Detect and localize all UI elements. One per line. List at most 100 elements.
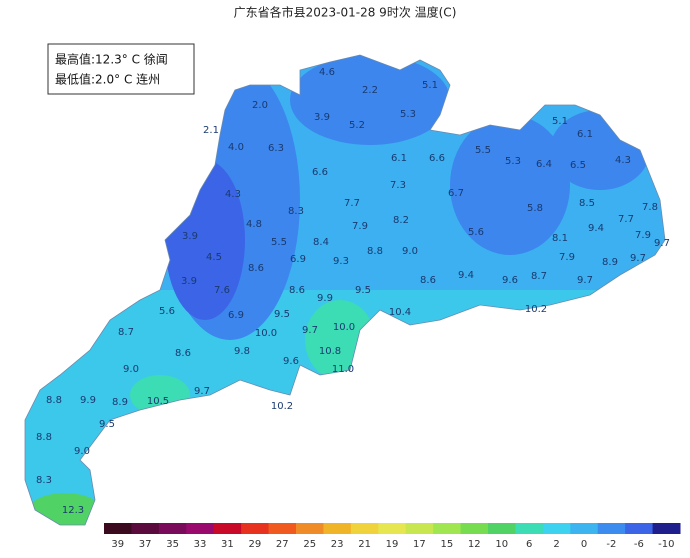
- legend-swatch: [405, 523, 434, 534]
- station-value: 7.9: [352, 221, 368, 232]
- legend-swatch: [597, 523, 626, 534]
- station-value: 9.6: [502, 275, 518, 286]
- legend-label: 17: [413, 539, 426, 550]
- station-value: 2.1: [203, 125, 219, 136]
- station-value: 9.7: [630, 253, 646, 264]
- legend-swatch: [515, 523, 544, 534]
- station-value: 8.4: [313, 237, 329, 248]
- station-value: 7.9: [635, 230, 651, 241]
- station-value: 8.8: [46, 395, 62, 406]
- station-value: 11.0: [332, 364, 354, 375]
- station-value: 8.3: [36, 475, 52, 486]
- legend-swatch: [542, 523, 571, 534]
- station-value: 8.2: [393, 215, 409, 226]
- station-value: 5.6: [159, 306, 175, 317]
- legend-swatch: [186, 523, 215, 534]
- station-value: 5.5: [475, 145, 491, 156]
- station-value: 12.3: [62, 505, 84, 516]
- station-value: 7.9: [559, 252, 575, 263]
- station-value: 9.9: [317, 293, 333, 304]
- legend-label: 27: [276, 539, 289, 550]
- station-value: 6.1: [391, 153, 407, 164]
- station-value: 6.3: [268, 143, 284, 154]
- station-labels: 4.6 2.2 5.1 2.0 3.9 5.2 5.3 2.1 5.1 6.1 4.0 6.3 5.5 5…: [36, 67, 670, 516]
- legend-swatch: [241, 523, 270, 534]
- station-value: 10.2: [525, 304, 547, 315]
- station-value: 3.9: [314, 112, 330, 123]
- legend-swatch: [104, 523, 132, 534]
- station-value: 8.6: [289, 285, 305, 296]
- station-value: 8.6: [420, 275, 436, 286]
- station-value: 9.5: [274, 309, 290, 320]
- station-value: 10.5: [147, 396, 169, 407]
- legend-label: -6: [634, 539, 644, 550]
- station-value: 6.1: [577, 129, 593, 140]
- station-value: 10.0: [255, 328, 277, 339]
- legend-label: 10: [495, 539, 508, 550]
- station-value: 5.8: [527, 203, 543, 214]
- station-value: 9.6: [283, 356, 299, 367]
- station-value: 10.8: [319, 346, 341, 357]
- legend-label: 12: [468, 539, 481, 550]
- station-value: 3.9: [182, 231, 198, 242]
- legend-swatch: [350, 523, 379, 534]
- station-value: 8.8: [367, 246, 383, 257]
- station-value: 9.0: [74, 446, 90, 457]
- station-value: 8.7: [531, 271, 547, 282]
- station-value: 8.8: [36, 432, 52, 443]
- station-value: 9.7: [577, 275, 593, 286]
- station-value: 4.5: [206, 252, 222, 263]
- station-value: 7.6: [214, 285, 230, 296]
- station-value: 8.1: [552, 233, 568, 244]
- legend-label: 29: [248, 539, 261, 550]
- legend: 39 37 35 33 31 29 27 25 23 21 19 17 15 12 10 6 2 0 -2 -6 -10: [104, 523, 681, 550]
- legend-swatch: [323, 523, 352, 534]
- station-value: 9.4: [588, 223, 604, 234]
- legend-swatch: [213, 523, 242, 534]
- station-value: 6.6: [312, 167, 328, 178]
- legend-label: 19: [386, 539, 399, 550]
- min-stat: 最低值:2.0° C 连州: [55, 72, 160, 87]
- legend-label: 37: [139, 539, 152, 550]
- station-value: 8.9: [602, 257, 618, 268]
- station-value: 5.2: [349, 120, 365, 131]
- station-value: 10.0: [333, 322, 355, 333]
- station-value: 7.7: [618, 214, 634, 225]
- station-value: 9.5: [99, 419, 115, 430]
- station-value: 4.3: [615, 155, 631, 166]
- station-value: 9.4: [458, 270, 474, 281]
- legend-swatch: [158, 523, 187, 534]
- legend-swatch: [378, 523, 407, 534]
- station-value: 5.3: [400, 109, 416, 120]
- station-value: 5.5: [271, 237, 287, 248]
- station-value: 6.6: [429, 153, 445, 164]
- station-value: 5.1: [422, 80, 438, 91]
- legend-label: 15: [440, 539, 453, 550]
- legend-swatch: [460, 523, 489, 534]
- station-value: 7.3: [390, 180, 406, 191]
- station-value: 9.7: [302, 325, 318, 336]
- station-value: 6.9: [290, 254, 306, 265]
- station-value: 10.2: [271, 401, 293, 412]
- legend-label: -10: [658, 539, 674, 550]
- max-stat: 最高值:12.3° C 徐闻: [55, 52, 168, 67]
- station-value: 6.4: [536, 159, 552, 170]
- station-value: 6.9: [228, 310, 244, 321]
- station-value: 7.8: [642, 202, 658, 213]
- station-value: 3.9: [181, 276, 197, 287]
- legend-label: 31: [221, 539, 234, 550]
- legend-label: 21: [358, 539, 371, 550]
- station-value: 8.7: [118, 327, 134, 338]
- legend-swatch: [625, 523, 654, 534]
- station-value: 9.5: [355, 285, 371, 296]
- station-value: 2.2: [362, 85, 378, 96]
- station-value: 8.6: [175, 348, 191, 359]
- legend-swatch: [433, 523, 462, 534]
- station-value: 4.6: [319, 67, 335, 78]
- station-value: 9.8: [234, 346, 250, 357]
- station-value: 9.7: [194, 386, 210, 397]
- station-value: 7.7: [344, 198, 360, 209]
- station-value: 10.4: [389, 307, 411, 318]
- legend-label: 23: [331, 539, 344, 550]
